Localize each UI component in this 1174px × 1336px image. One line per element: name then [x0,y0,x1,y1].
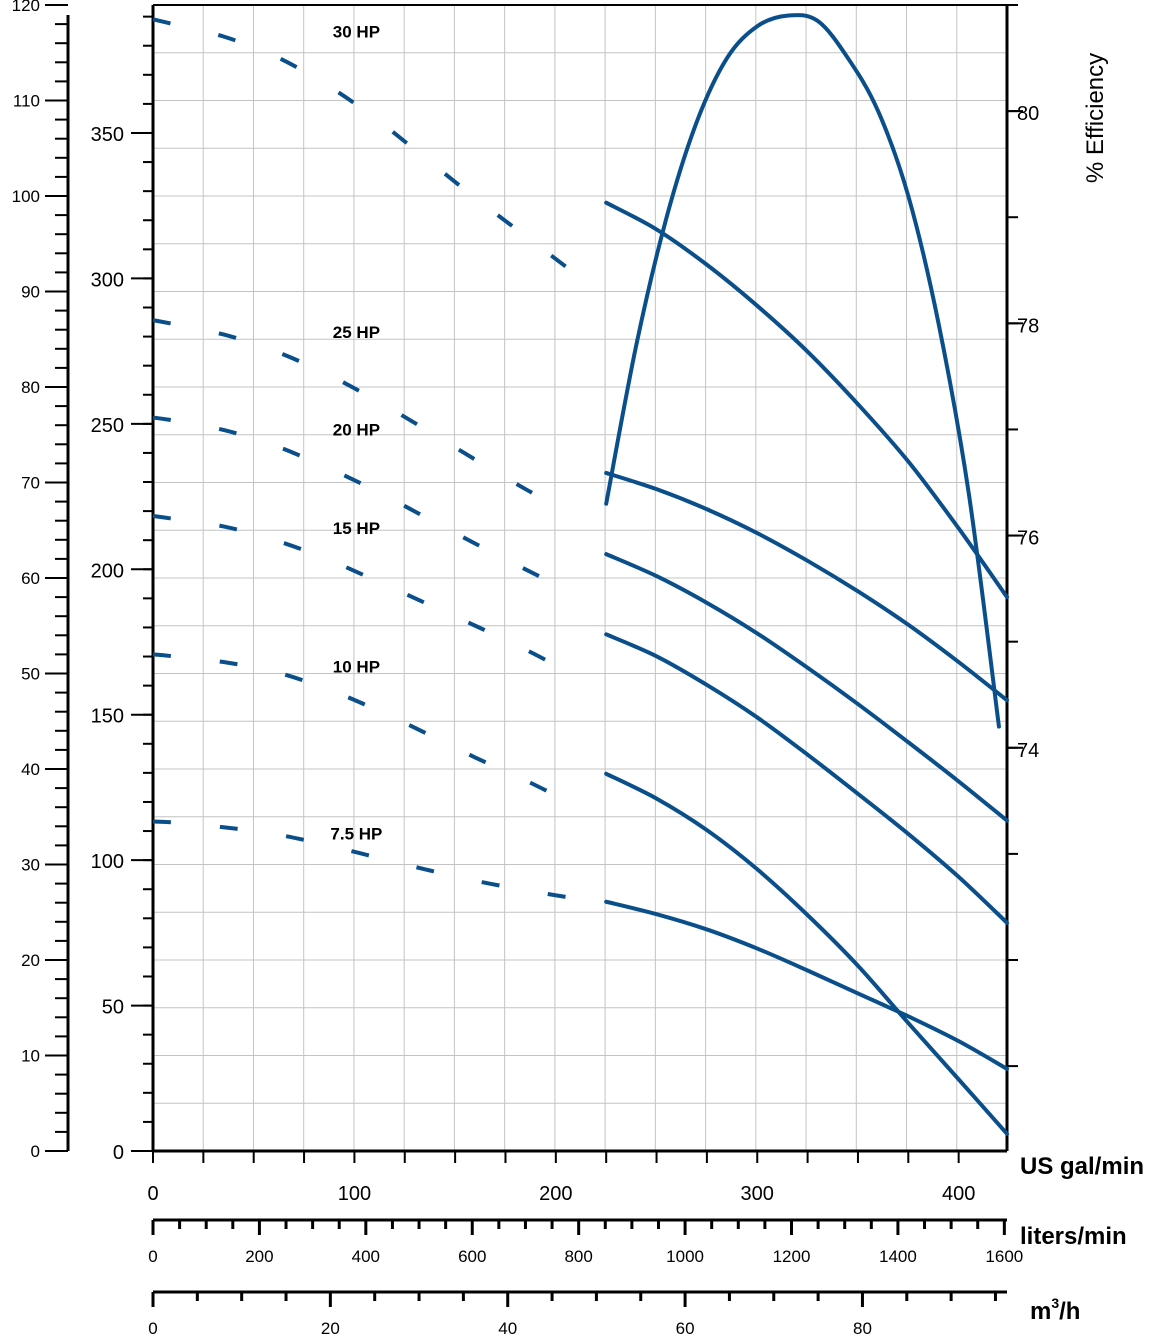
x-lpm-tick-label: 600 [458,1247,486,1266]
y-outer-tick-label: 60 [21,569,40,588]
y-outer-tick-label: 80 [21,378,40,397]
y-inner-tick-label: 350 [91,124,124,146]
x-lpm-tick-label: 200 [245,1247,273,1266]
x-m3h-tick-label: 40 [498,1319,517,1336]
series-25-hp-solid [604,470,1009,703]
x-gpm-tick-label: 400 [942,1183,975,1205]
y-outer-tick-label: 40 [21,760,40,779]
y-inner-tick-label: 50 [102,997,124,1019]
series-20-hp-solid [604,552,1009,823]
x-lpm-tick-label: 800 [564,1247,592,1266]
series-labels: 30 HP 25 HP 20 HP 15 HP 10 HP 7.5 HP [330,22,382,843]
y-eff-tick-label: 76 [1017,528,1039,550]
y-outer-tick-label: 90 [21,283,40,302]
curves [152,13,1009,1136]
series-15-hp-solid [604,632,1009,925]
y-outer-tick-label: 0 [31,1142,40,1161]
y-outer-tick-label: 10 [21,1047,40,1066]
y-eff-tick-label: 78 [1017,315,1039,337]
series-10-hp-solid [604,771,1009,1136]
series-label-15-hp: 15 HP [333,519,380,538]
y-inner-tick-label: 200 [91,560,124,582]
x-m3h-tick-label: 20 [321,1319,340,1336]
y-outer-tick-label: 100 [12,187,40,206]
y-outer-tick-label: 20 [21,951,40,970]
series-30-hp-solid [604,200,1009,600]
x-m3h-unit-sup: 3 [1051,1295,1059,1311]
series-20-hp-dashed [152,415,567,592]
x-lpm-tick-label: 1400 [879,1247,917,1266]
y-inner-tick-label: 0 [113,1142,124,1164]
x-lpm-tick-label: 1600 [985,1247,1023,1266]
series-7_5-hp-solid [604,899,1009,1071]
series-label-30-hp: 30 HP [333,22,380,41]
series-25-hp-dashed [152,318,567,513]
y-inner-tick-label: 150 [91,706,124,728]
x-lpm-tick-label: 0 [148,1247,157,1266]
series-10-hp-dashed [152,652,567,803]
y-outer-tick-label: 50 [21,665,40,684]
y-outer-tick-label: 110 [13,92,40,111]
series-30-hp-dashed [152,17,568,269]
series-15-hp-dashed [152,513,567,673]
x-lpm-tick-label: 1000 [666,1247,704,1266]
x-m3h-unit-base: m [1030,1298,1051,1325]
y-eff-tick-label: 74 [1017,740,1039,762]
x-m3h-tick-label: 80 [853,1319,872,1336]
y-inner-tick-label: 300 [91,269,124,291]
x-m3h-tick-label: 0 [148,1319,157,1336]
y-outer-tick-label: 120 [12,0,40,15]
axes: 0102030405060708090100110120050100150200… [12,0,1144,1336]
efficiency-curve [604,13,1001,729]
x-gpm-tick-label: 200 [539,1183,572,1205]
efficiency-axis-title: % Efficiency [1082,53,1109,183]
y-inner-tick-label: 250 [91,415,124,437]
x-gpm-tick-label: 100 [338,1183,371,1205]
x-gpm-tick-label: 300 [741,1183,774,1205]
x-gpm-unit: US gal/min [1020,1153,1144,1180]
x-m3h-unit-tail: /h [1059,1298,1080,1325]
x-gpm-tick-label: 0 [147,1183,158,1205]
y-inner-tick-label: 100 [91,851,124,873]
series-label-10-hp: 10 HP [333,657,380,676]
series-label-7_5-hp: 7.5 HP [330,825,382,844]
x-lpm-tick-label: 1200 [773,1247,811,1266]
x-lpm-tick-label: 400 [352,1247,380,1266]
x-m3h-unit: m3/h [1030,1295,1080,1325]
grid [153,5,1007,1151]
y-outer-tick-label: 30 [21,856,40,875]
x-m3h-tick-label: 60 [676,1319,695,1336]
y-outer-tick-label: 70 [21,474,40,493]
y-eff-tick-label: 80 [1017,103,1039,125]
x-lpm-unit: liters/min [1020,1223,1127,1250]
series-label-25-hp: 25 HP [333,323,380,342]
series-label-20-hp: 20 HP [333,421,380,440]
